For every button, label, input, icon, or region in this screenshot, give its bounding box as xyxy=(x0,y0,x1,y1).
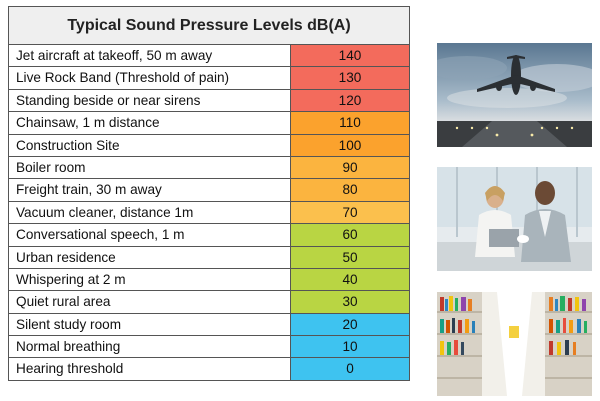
table-row: Standing beside or near sirens 120 xyxy=(9,89,409,113)
row-value: 140 xyxy=(291,45,409,67)
row-value: 100 xyxy=(291,134,409,156)
row-label: Live Rock Band (Threshold of pain) xyxy=(9,67,291,89)
table-title: Typical Sound Pressure Levels dB(A) xyxy=(9,7,409,45)
row-value: 80 xyxy=(291,179,409,201)
row-label: Freight train, 30 m away xyxy=(9,179,291,201)
sound-levels-table: Typical Sound Pressure Levels dB(A) Jet … xyxy=(8,6,410,381)
row-value: 50 xyxy=(291,246,409,268)
row-label: Vacuum cleaner, distance 1m xyxy=(9,201,291,224)
row-label: Jet aircraft at takeoff, 50 m away xyxy=(9,45,291,67)
table-row: Conversational speech, 1 m 60 xyxy=(9,224,409,247)
table-row: Quiet rural area 30 xyxy=(9,291,409,314)
row-label: Whispering at 2 m xyxy=(9,268,291,291)
row-label: Conversational speech, 1 m xyxy=(9,224,291,246)
row-label: Standing beside or near sirens xyxy=(9,89,291,112)
row-value: 70 xyxy=(291,201,409,224)
table-row: Live Rock Band (Threshold of pain) 130 xyxy=(9,67,409,90)
row-label: Normal breathing xyxy=(9,336,291,358)
table-row: Whispering at 2 m 40 xyxy=(9,268,409,292)
table-body: Jet aircraft at takeoff, 50 m away 140 Liv… xyxy=(9,45,409,381)
table-row: Boiler room 90 xyxy=(9,156,409,180)
row-value: 10 xyxy=(291,336,409,358)
row-label: Hearing threshold xyxy=(9,358,291,380)
row-value: 20 xyxy=(291,313,409,336)
row-value: 60 xyxy=(291,224,409,246)
table-row: Construction Site 100 xyxy=(9,134,409,157)
table-row: Silent study room 20 xyxy=(9,313,409,337)
row-label: Chainsaw, 1 m distance xyxy=(9,112,291,134)
table-row: Vacuum cleaner, distance 1m 70 xyxy=(9,201,409,225)
row-label: Silent study room xyxy=(9,313,291,336)
row-label: Construction Site xyxy=(9,134,291,156)
row-value: 110 xyxy=(291,112,409,134)
table-row: Freight train, 30 m away 80 xyxy=(9,179,409,202)
row-value: 130 xyxy=(291,67,409,89)
row-value: 120 xyxy=(291,89,409,112)
table-row: Jet aircraft at takeoff, 50 m away 140 xyxy=(9,45,409,68)
table-row: Hearing threshold 0 xyxy=(9,358,409,381)
table-row: Normal breathing 10 xyxy=(9,336,409,359)
table-row: Chainsaw, 1 m distance 110 xyxy=(9,112,409,135)
library-bookshelves-photo xyxy=(437,292,592,396)
row-value: 30 xyxy=(291,291,409,313)
row-value: 40 xyxy=(291,268,409,291)
row-label: Urban residence xyxy=(9,246,291,268)
office-conversation-photo xyxy=(437,167,592,271)
row-label: Quiet rural area xyxy=(9,291,291,313)
row-value: 90 xyxy=(291,156,409,179)
row-value: 0 xyxy=(291,358,409,380)
table-row: Urban residence 50 xyxy=(9,246,409,269)
airplane-takeoff-photo xyxy=(437,43,592,147)
row-label: Boiler room xyxy=(9,156,291,179)
